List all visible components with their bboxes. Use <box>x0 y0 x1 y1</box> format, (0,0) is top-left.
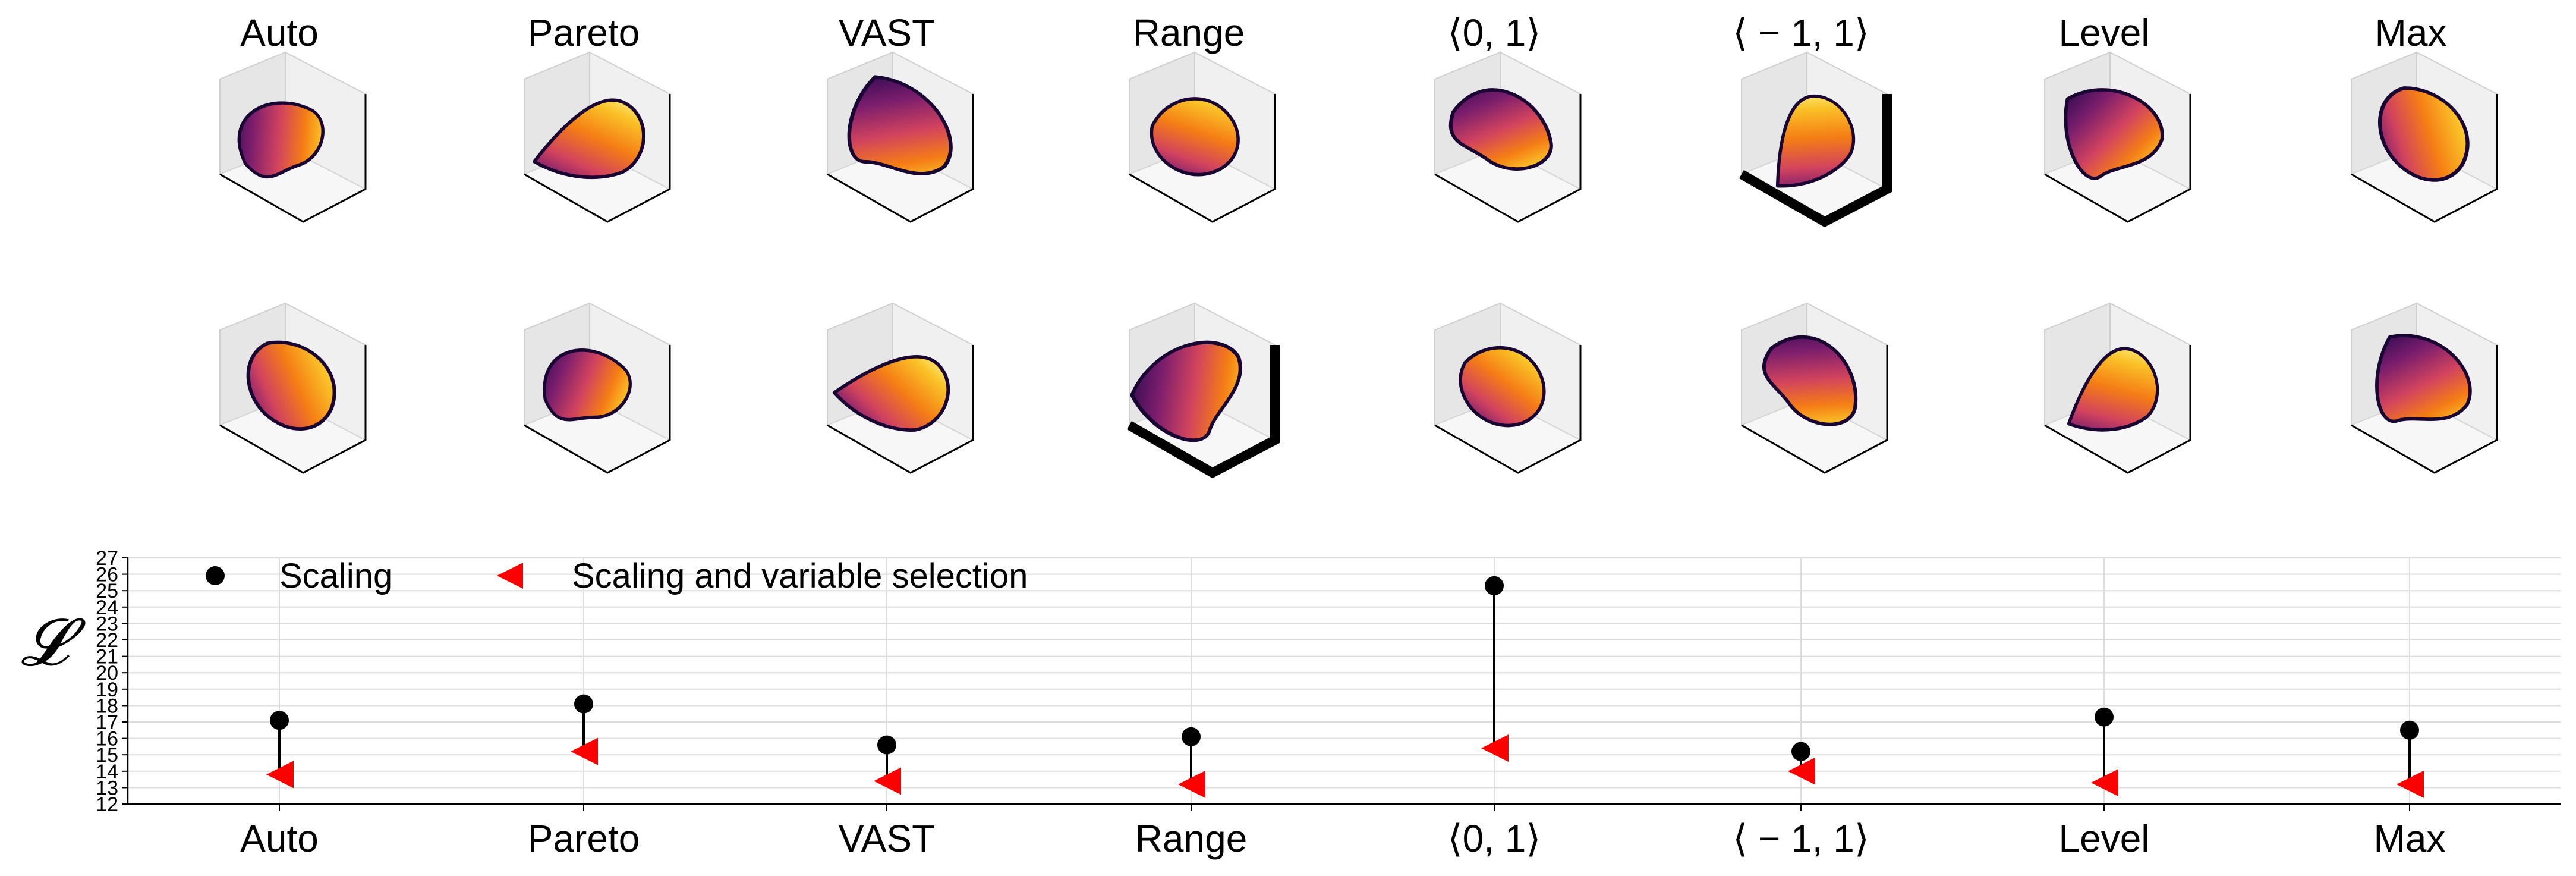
surface-panel <box>1433 51 1582 223</box>
column-title: Range <box>1133 11 1245 54</box>
selection-point <box>2397 770 2424 798</box>
x-tick-label: Auto <box>240 817 319 860</box>
column-title: VAST <box>839 11 935 54</box>
y-tick-label: 13 <box>96 777 118 799</box>
selection-point <box>874 767 901 795</box>
y-tick-label: 27 <box>96 547 118 570</box>
column-title: ⟨0, 1⟩ <box>1448 11 1541 54</box>
y-tick-label: 22 <box>96 629 118 652</box>
surface-panel <box>218 51 367 223</box>
x-tick-label: ⟨0, 1⟩ <box>1448 817 1541 860</box>
scaling-point <box>2095 707 2114 727</box>
scaling-point <box>877 735 896 755</box>
x-tick-label: Level <box>2059 817 2150 860</box>
scaling-point <box>1485 576 1504 595</box>
legend-scaling-marker <box>206 566 225 585</box>
legend: Scaling Scaling and variable selection <box>206 557 1028 595</box>
surface-panel <box>826 302 975 474</box>
lollipop-markers <box>266 576 2424 798</box>
y-tick-label: 23 <box>96 613 118 635</box>
surface-panel <box>1128 51 1277 223</box>
surface-panel <box>826 51 975 223</box>
column-titles: Auto Pareto VAST Range ⟨0, 1⟩ ⟨ − 1, 1⟩ Level M… <box>240 11 2446 54</box>
surface-panel <box>2043 51 2192 223</box>
column-title: ⟨ − 1, 1⟩ <box>1733 11 1869 54</box>
y-axis-label: 𝓛 <box>21 606 86 679</box>
scaling-point <box>574 694 593 714</box>
y-tick-label: 25 <box>96 580 118 602</box>
selection-point <box>2091 769 2118 797</box>
x-tick-label: VAST <box>839 817 935 860</box>
surface-panel <box>1127 302 1280 479</box>
scaling-point <box>2400 720 2419 740</box>
surface-panel <box>2350 51 2499 223</box>
legend-scaling-label: Scaling <box>279 557 392 595</box>
surface-panel <box>2043 302 2192 474</box>
y-tick-label: 18 <box>96 695 118 717</box>
surface-panel <box>2350 302 2499 474</box>
surface-panels <box>218 51 2499 479</box>
surface-panel <box>218 302 367 474</box>
x-tick-label: Pareto <box>528 817 640 860</box>
selection-point <box>266 761 294 789</box>
y-tick-label: 16 <box>96 728 118 751</box>
surface-panel <box>1433 302 1582 474</box>
column-title: Pareto <box>528 11 640 54</box>
column-title: Max <box>2375 11 2447 54</box>
y-tick-label: 19 <box>96 679 118 701</box>
scaling-point <box>270 711 289 730</box>
legend-selection-marker <box>497 563 523 589</box>
column-title: Level <box>2059 11 2150 54</box>
chart-grid <box>128 557 2561 805</box>
y-tick-label: 14 <box>96 761 118 783</box>
x-tick-labels: Auto Pareto VAST Range ⟨0, 1⟩ ⟨ − 1, 1⟩ Level M… <box>240 804 2445 860</box>
x-tick-label: Range <box>1135 817 1248 860</box>
y-tick-label: 12 <box>96 793 118 816</box>
surface-panel <box>522 51 672 223</box>
surface-panel <box>1740 302 1889 474</box>
surface-panel <box>1739 51 1892 228</box>
surface-panel <box>522 302 672 474</box>
x-tick-label: Max <box>2374 817 2446 860</box>
y-tick-label: 24 <box>96 596 118 619</box>
y-tick-label: 26 <box>96 564 118 586</box>
column-title: Auto <box>240 11 319 54</box>
y-tick-label: 17 <box>96 711 118 734</box>
selection-point <box>571 737 598 765</box>
selection-point <box>1788 757 1815 785</box>
y-tick-label: 15 <box>96 744 118 767</box>
scaling-point <box>1791 742 1810 761</box>
y-tick-label: 20 <box>96 662 118 685</box>
selection-point <box>1178 770 1205 798</box>
y-tick-label: 21 <box>96 646 118 668</box>
legend-selection-label: Scaling and variable selection <box>572 557 1028 595</box>
scaling-point <box>1182 727 1201 746</box>
selection-point <box>1481 734 1509 762</box>
x-tick-label: ⟨ − 1, 1⟩ <box>1733 817 1869 860</box>
